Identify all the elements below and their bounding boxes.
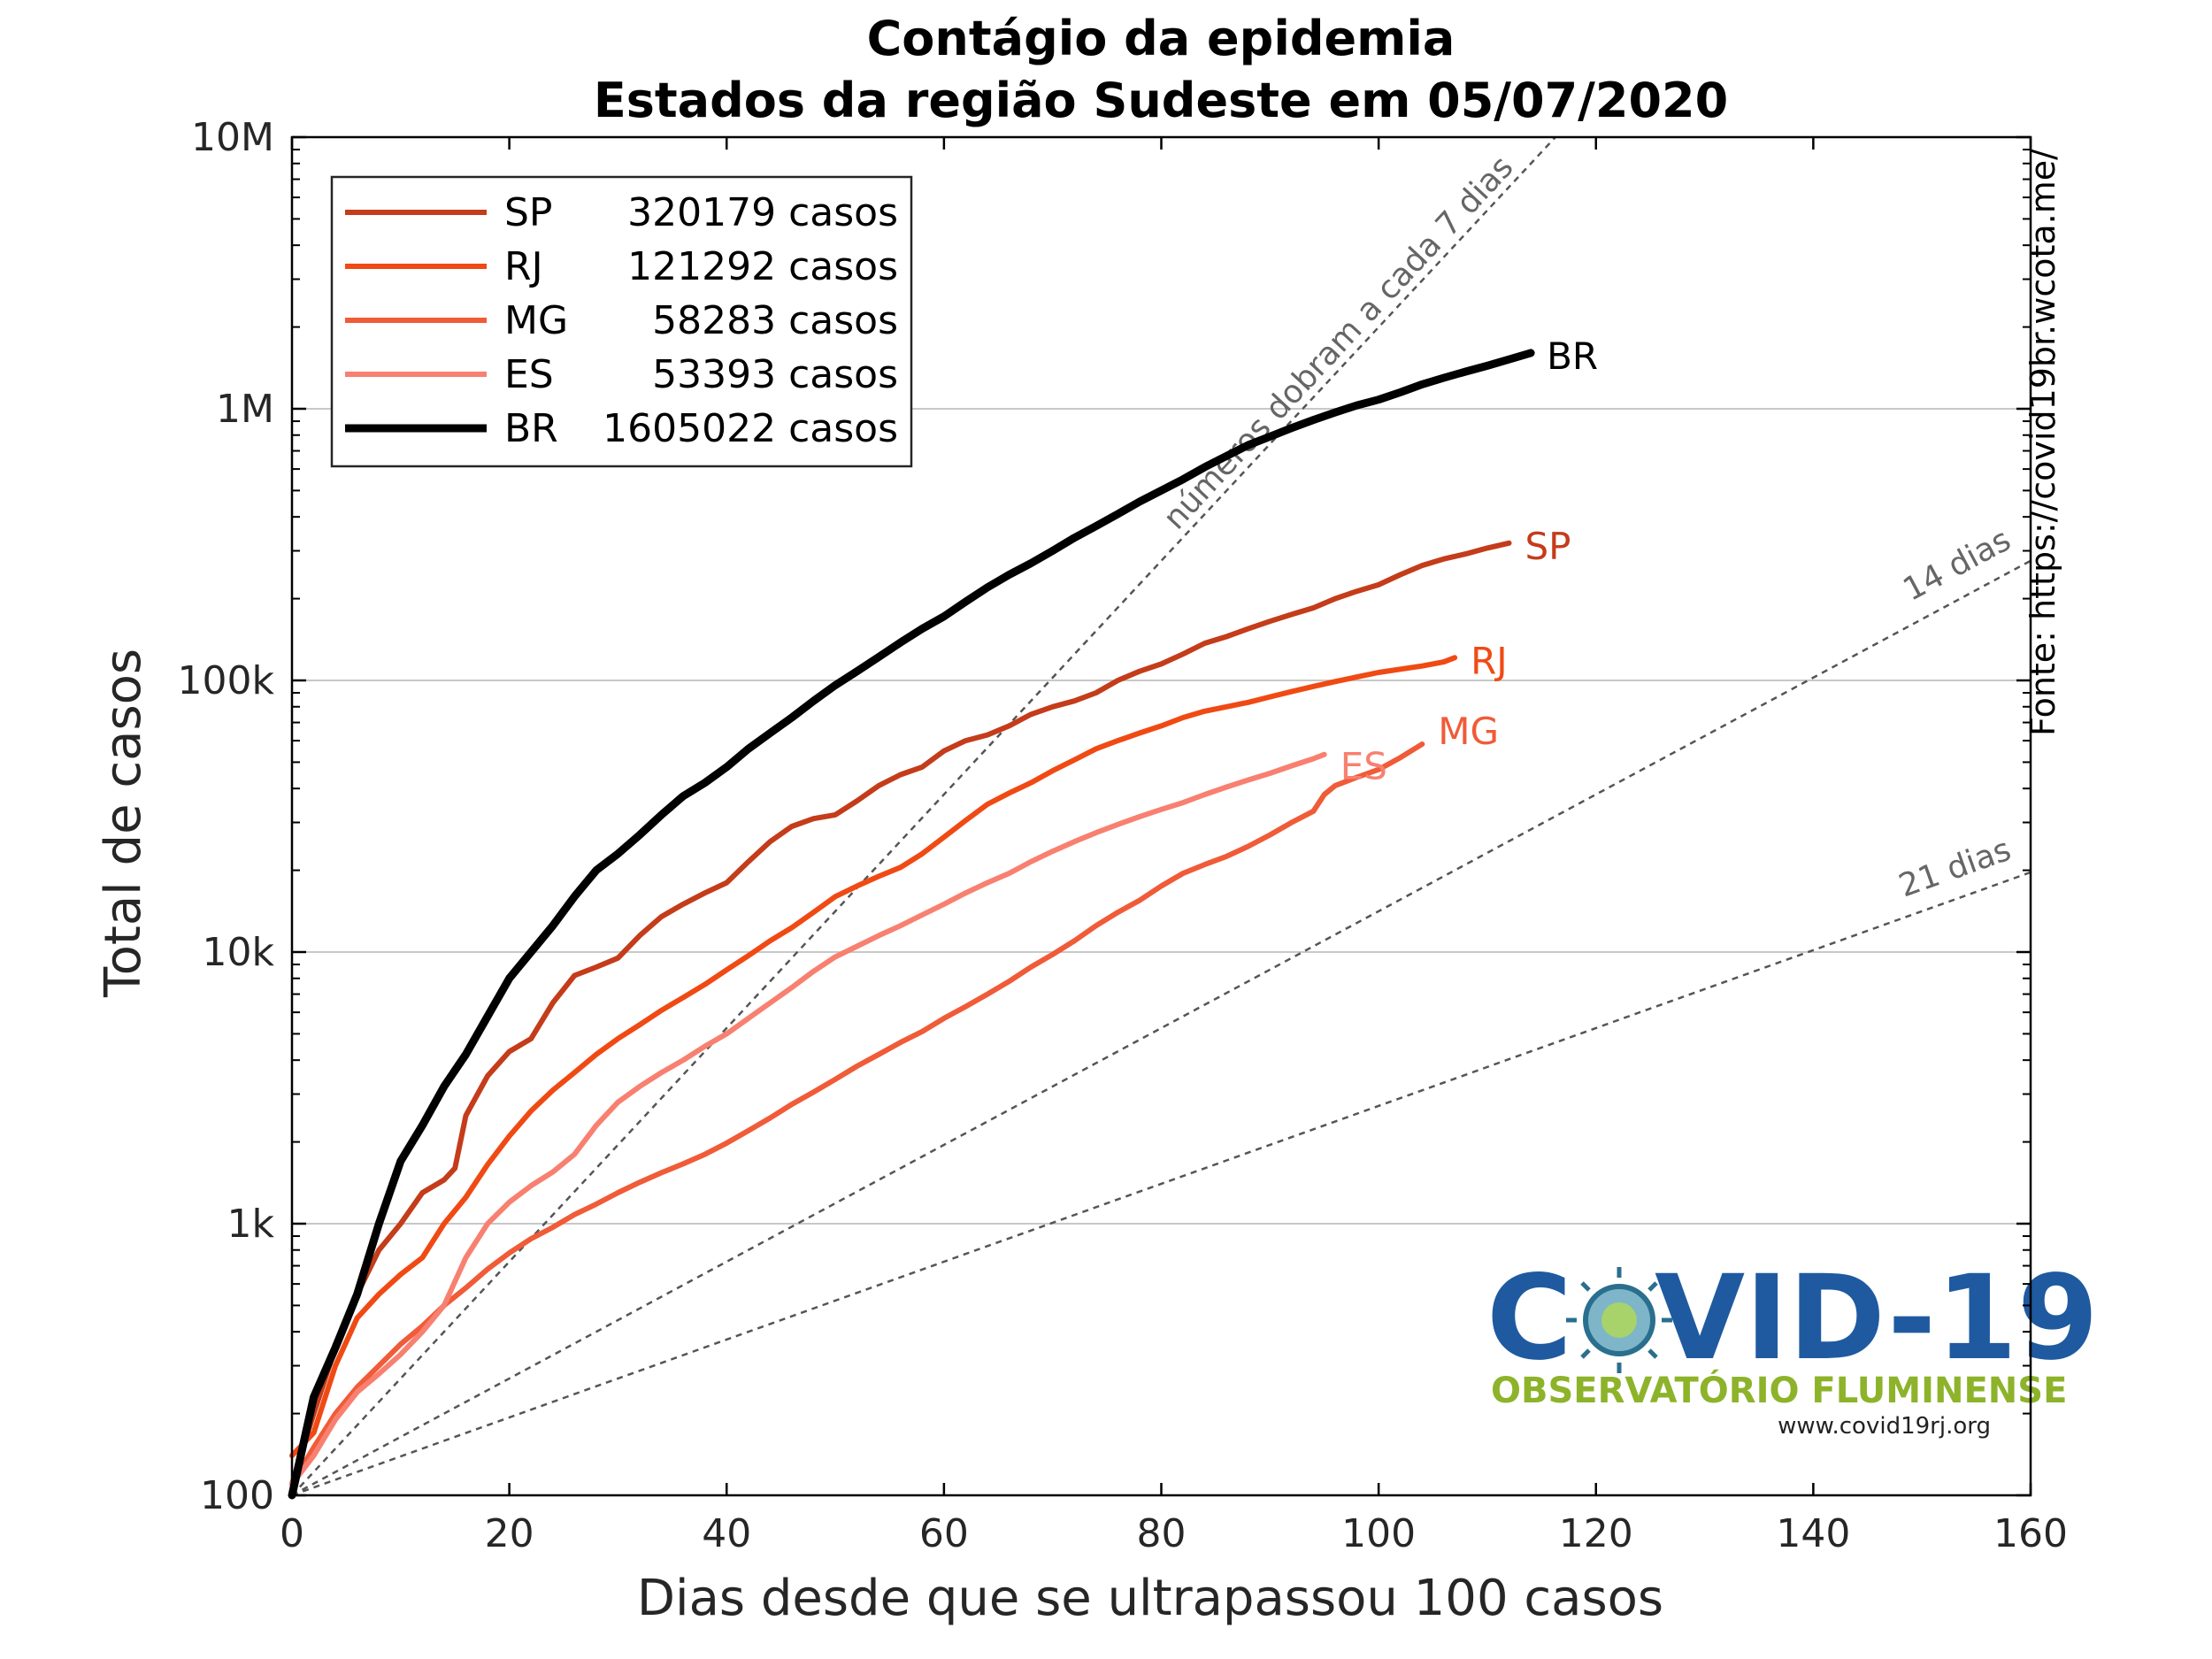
x-tick-label: 100 bbox=[1341, 1511, 1416, 1556]
reference-line bbox=[291, 136, 1556, 1496]
end-label-es: ES bbox=[1340, 745, 1387, 788]
logo-c-letter: C bbox=[1486, 1250, 1572, 1386]
logo-subtitle: OBSERVATÓRIO FLUMINENSE bbox=[1491, 1369, 2067, 1411]
x-tick-label: 80 bbox=[1137, 1511, 1187, 1556]
series-line-sp bbox=[289, 540, 1512, 1487]
y-tick-label: 10k bbox=[203, 930, 275, 975]
virus-icon bbox=[1566, 1267, 1672, 1373]
legend-count-rj: 121292 casos bbox=[627, 244, 898, 289]
reference-line bbox=[291, 559, 2032, 1497]
x-tick-label: 40 bbox=[702, 1511, 751, 1556]
legend-label-mg: MG bbox=[504, 298, 568, 343]
series-line-br bbox=[288, 349, 1535, 1500]
legend-label-rj: RJ bbox=[504, 244, 543, 289]
logo: C VID-19 OBSERVATÓRIO FLUMINENSE www.cov… bbox=[1486, 1250, 2099, 1440]
legend-count-br: 1605022 casos bbox=[603, 406, 898, 451]
axes: 0 20 40 60 80 100 120 140 160 100 1k 10k 100k 1M 10M bbox=[178, 115, 2068, 1556]
source-text: Fonte: https://covid19br.wcota.me/ bbox=[2024, 149, 2062, 736]
end-label-rj: RJ bbox=[1471, 639, 1508, 682]
reference-line bbox=[291, 871, 2032, 1497]
logo-url: www.covid19rj.org bbox=[1778, 1413, 1991, 1440]
x-tick-label: 0 bbox=[280, 1511, 304, 1556]
y-axis-label: Total de casos bbox=[95, 649, 152, 998]
end-label-br: BR bbox=[1547, 334, 1598, 378]
y-tick-label: 100 bbox=[200, 1473, 274, 1518]
end-label-sp: SP bbox=[1525, 525, 1571, 568]
legend-count-mg: 58283 casos bbox=[652, 298, 898, 343]
legend-label-es: ES bbox=[504, 352, 554, 397]
legend-count-sp: 320179 casos bbox=[627, 190, 898, 235]
y-tick-label: 1M bbox=[216, 387, 274, 432]
chart-subtitle: Estados da região Sudeste em 05/07/2020 bbox=[594, 73, 1728, 128]
x-tick-label: 120 bbox=[1559, 1511, 1633, 1556]
x-tick-label: 140 bbox=[1776, 1511, 1850, 1556]
legend-label-br: BR bbox=[504, 406, 558, 451]
series-line-rj bbox=[289, 655, 1458, 1459]
legend-count-es: 53393 casos bbox=[652, 352, 898, 397]
x-tick-label: 60 bbox=[919, 1511, 969, 1556]
y-tick-label: 10M bbox=[191, 115, 274, 160]
series-end-labels: SP RJ MG ES BR bbox=[1340, 334, 1598, 788]
legend: SP 320179 casos RJ 121292 casos MG 58283 caso… bbox=[330, 175, 913, 468]
series-lines bbox=[288, 349, 1535, 1500]
series-line-mg bbox=[289, 741, 1425, 1487]
x-tick-label: 160 bbox=[1993, 1511, 2068, 1556]
x-tick-label: 20 bbox=[485, 1511, 534, 1556]
chart-title: Contágio da epidemia bbox=[867, 11, 1455, 66]
series-line-es bbox=[289, 751, 1327, 1487]
legend-label-sp: SP bbox=[504, 190, 552, 235]
end-label-mg: MG bbox=[1438, 710, 1499, 753]
y-tick-label: 1k bbox=[227, 1202, 275, 1247]
y-tick-label: 100k bbox=[178, 658, 275, 703]
x-axis-label: Dias desde que se ultrapassou 100 casos bbox=[637, 1570, 1663, 1627]
logo-title: VID-19 bbox=[1655, 1250, 2099, 1386]
